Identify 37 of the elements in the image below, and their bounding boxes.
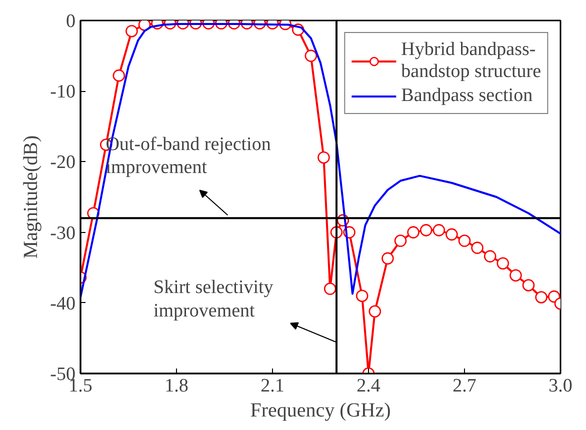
- y-axis-title: Magnitude(dB): [20, 135, 42, 259]
- y-tick-label: -20: [50, 152, 76, 174]
- x-tick-label: 1.8: [164, 376, 188, 396]
- y-tick-label: 0: [66, 11, 76, 32]
- point: [510, 269, 522, 282]
- point: [407, 226, 420, 238]
- x-tick-label: 2.7: [452, 376, 476, 396]
- point: [382, 252, 394, 265]
- point: [484, 250, 496, 262]
- point: [368, 305, 382, 318]
- point: [304, 50, 318, 62]
- x-tick-label: 3.0: [548, 376, 572, 396]
- annotation: Skirt selectivity improvement: [154, 277, 274, 322]
- point: [446, 228, 458, 241]
- y-tick-label: -40: [50, 293, 76, 314]
- x-tick-label: 2.1: [260, 376, 284, 396]
- line-series: [80, 20, 560, 374]
- point: [420, 224, 432, 236]
- point: [432, 224, 446, 236]
- y-tick-label: -30: [50, 222, 76, 244]
- x-axis-title: Frequency (GHz): [250, 400, 391, 422]
- point: [496, 257, 510, 270]
- point: [394, 234, 407, 247]
- point: [356, 290, 368, 302]
- legend-label: Hybrid bandpass-bandstop structure: [401, 39, 541, 83]
- y-tick-label: -10: [50, 82, 76, 103]
- point: [471, 242, 484, 254]
- point: [535, 291, 548, 304]
- x-tick-label: 2.4: [356, 376, 381, 396]
- point: [138, 20, 151, 31]
- point: [318, 151, 330, 164]
- point: [522, 279, 535, 292]
- point: [126, 24, 138, 38]
- point: [458, 234, 471, 247]
- legend-label: Bandpass section: [401, 85, 533, 107]
- point: [324, 282, 336, 295]
- point: [112, 69, 126, 82]
